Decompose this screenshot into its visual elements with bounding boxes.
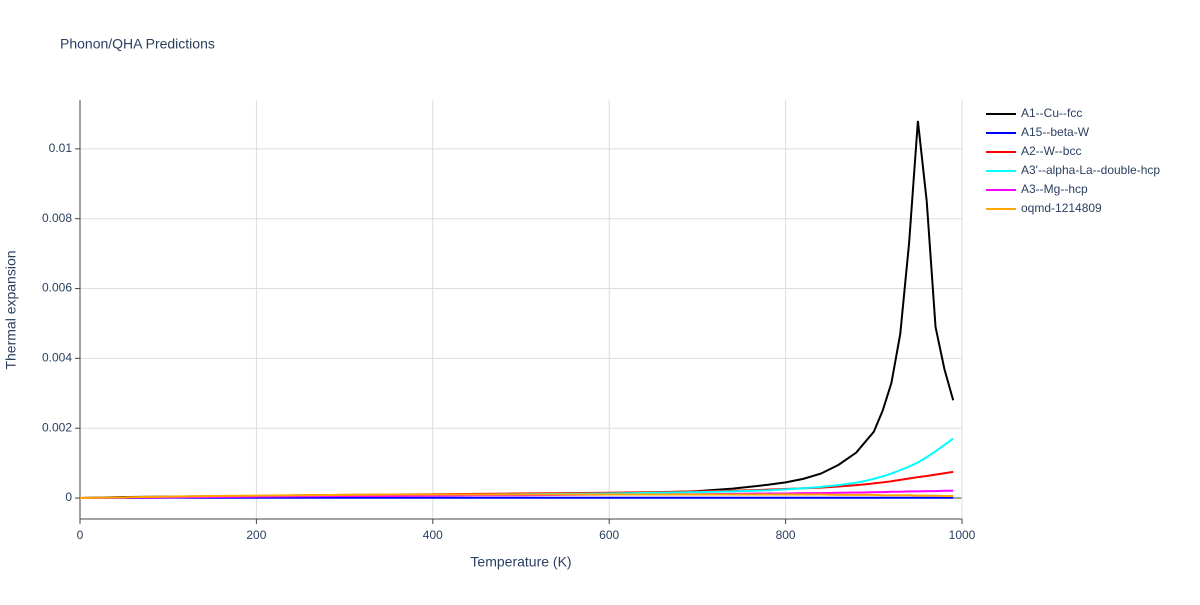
y-tick-label: 0.008 [42,211,72,225]
legend-label: A3--Mg--hcp [1021,182,1088,196]
y-tick-label: 0.002 [42,420,72,434]
series-line [80,121,953,498]
y-tick-label: 0.01 [49,141,73,155]
chart-title: Phonon/QHA Predictions [60,36,215,52]
x-tick-label: 800 [776,528,796,542]
x-tick-label: 200 [246,528,266,542]
x-axis-label: Temperature (K) [470,554,571,570]
legend-label: oqmd-1214809 [1021,201,1102,215]
legend-label: A1--Cu--fcc [1021,106,1082,120]
legend-label: A3'--alpha-La--double-hcp [1021,163,1160,177]
y-tick-label: 0.006 [42,281,72,295]
series-line [80,439,953,498]
legend-label: A15--beta-W [1021,125,1090,139]
x-tick-label: 0 [77,528,84,542]
y-tick-label: 0.004 [42,351,72,365]
x-tick-label: 1000 [949,528,976,542]
y-axis-label: Thermal expansion [3,250,19,369]
x-tick-label: 400 [423,528,443,542]
x-tick-label: 600 [599,528,619,542]
legend-label: A2--W--bcc [1021,144,1081,158]
y-tick-label: 0 [65,490,72,504]
